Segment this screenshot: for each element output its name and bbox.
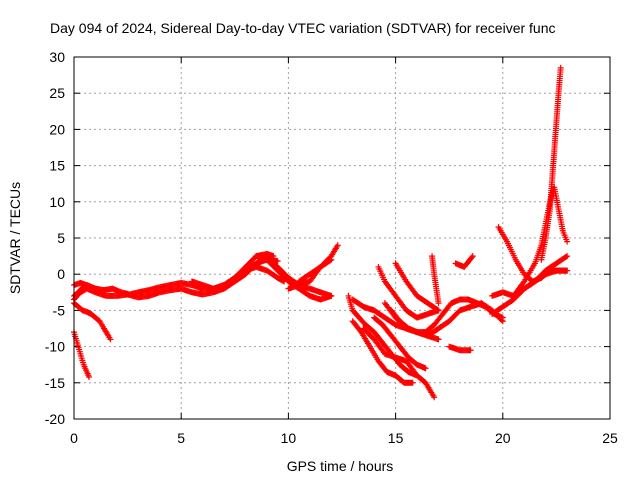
data-point	[434, 306, 441, 313]
data-point	[468, 254, 475, 261]
series-arc20	[429, 253, 442, 307]
series-arc21	[446, 343, 474, 354]
series-arc25	[495, 224, 571, 285]
y-tick-label: -10	[45, 339, 65, 355]
y-tick-label: 15	[49, 158, 65, 174]
y-tick-label: 20	[49, 121, 65, 137]
data-point	[274, 258, 281, 265]
data-point	[564, 238, 571, 245]
data-point	[469, 253, 476, 260]
series-arc9	[285, 242, 341, 292]
data-point	[86, 374, 93, 381]
y-tick-label: -5	[53, 302, 66, 318]
grid	[74, 57, 610, 419]
series-arc14	[371, 314, 429, 372]
series-arc3	[71, 300, 114, 343]
series-arc13	[360, 325, 421, 379]
plot-frame	[73, 56, 611, 420]
series-arc26	[510, 184, 571, 299]
y-axis-label: SDTVAR / TECUs	[7, 182, 23, 294]
x-tick-label: 5	[177, 430, 185, 446]
data-point	[564, 267, 571, 274]
data-point	[435, 307, 442, 314]
series-arc19	[392, 260, 442, 314]
y-tick-label: 0	[57, 266, 65, 282]
data-point	[107, 336, 114, 343]
y-tick-label: 5	[57, 230, 65, 246]
y-tick-label: 10	[49, 194, 65, 210]
chart-title: Day 094 of 2024, Sidereal Day-to-day VTE…	[50, 20, 556, 36]
y-tick-label: -15	[45, 375, 65, 391]
data-point	[96, 287, 103, 294]
x-tick-label: 15	[388, 430, 404, 446]
data-point	[557, 64, 564, 71]
data-point	[467, 347, 474, 354]
series-arc17	[349, 296, 442, 343]
data-point	[327, 257, 334, 264]
y-tick-label: 25	[49, 85, 65, 101]
y-tick-label: -20	[45, 411, 65, 427]
x-axis-label: GPS time / hours	[287, 458, 394, 474]
data-point	[328, 256, 335, 263]
series-arc12	[349, 318, 416, 386]
data-point	[422, 365, 429, 372]
series-arc11	[345, 292, 438, 401]
data-point	[435, 300, 442, 307]
x-tick-label: 25	[602, 430, 618, 446]
x-tick-label: 0	[70, 430, 78, 446]
data-point	[409, 379, 416, 386]
series-arc10	[296, 256, 335, 285]
series-arc22	[452, 253, 476, 270]
data-point	[435, 336, 442, 343]
series-arc5	[71, 282, 103, 299]
series-arc27	[538, 64, 564, 263]
data-point	[564, 253, 571, 260]
data-point	[334, 242, 341, 249]
data-point	[328, 292, 335, 299]
data-point	[563, 253, 570, 260]
data-point	[431, 394, 438, 401]
data-point	[414, 372, 421, 379]
data-point	[499, 314, 506, 321]
x-tick-label: 20	[495, 430, 511, 446]
series-arc18	[375, 263, 442, 321]
y-tick-label: 30	[49, 49, 65, 65]
x-tick-label: 10	[281, 430, 297, 446]
axis-ticks: -20 -15 -10 -5 0 5 10 15 20 25 30 0 5 10 15 20 25	[45, 49, 618, 446]
data-points	[71, 64, 571, 401]
